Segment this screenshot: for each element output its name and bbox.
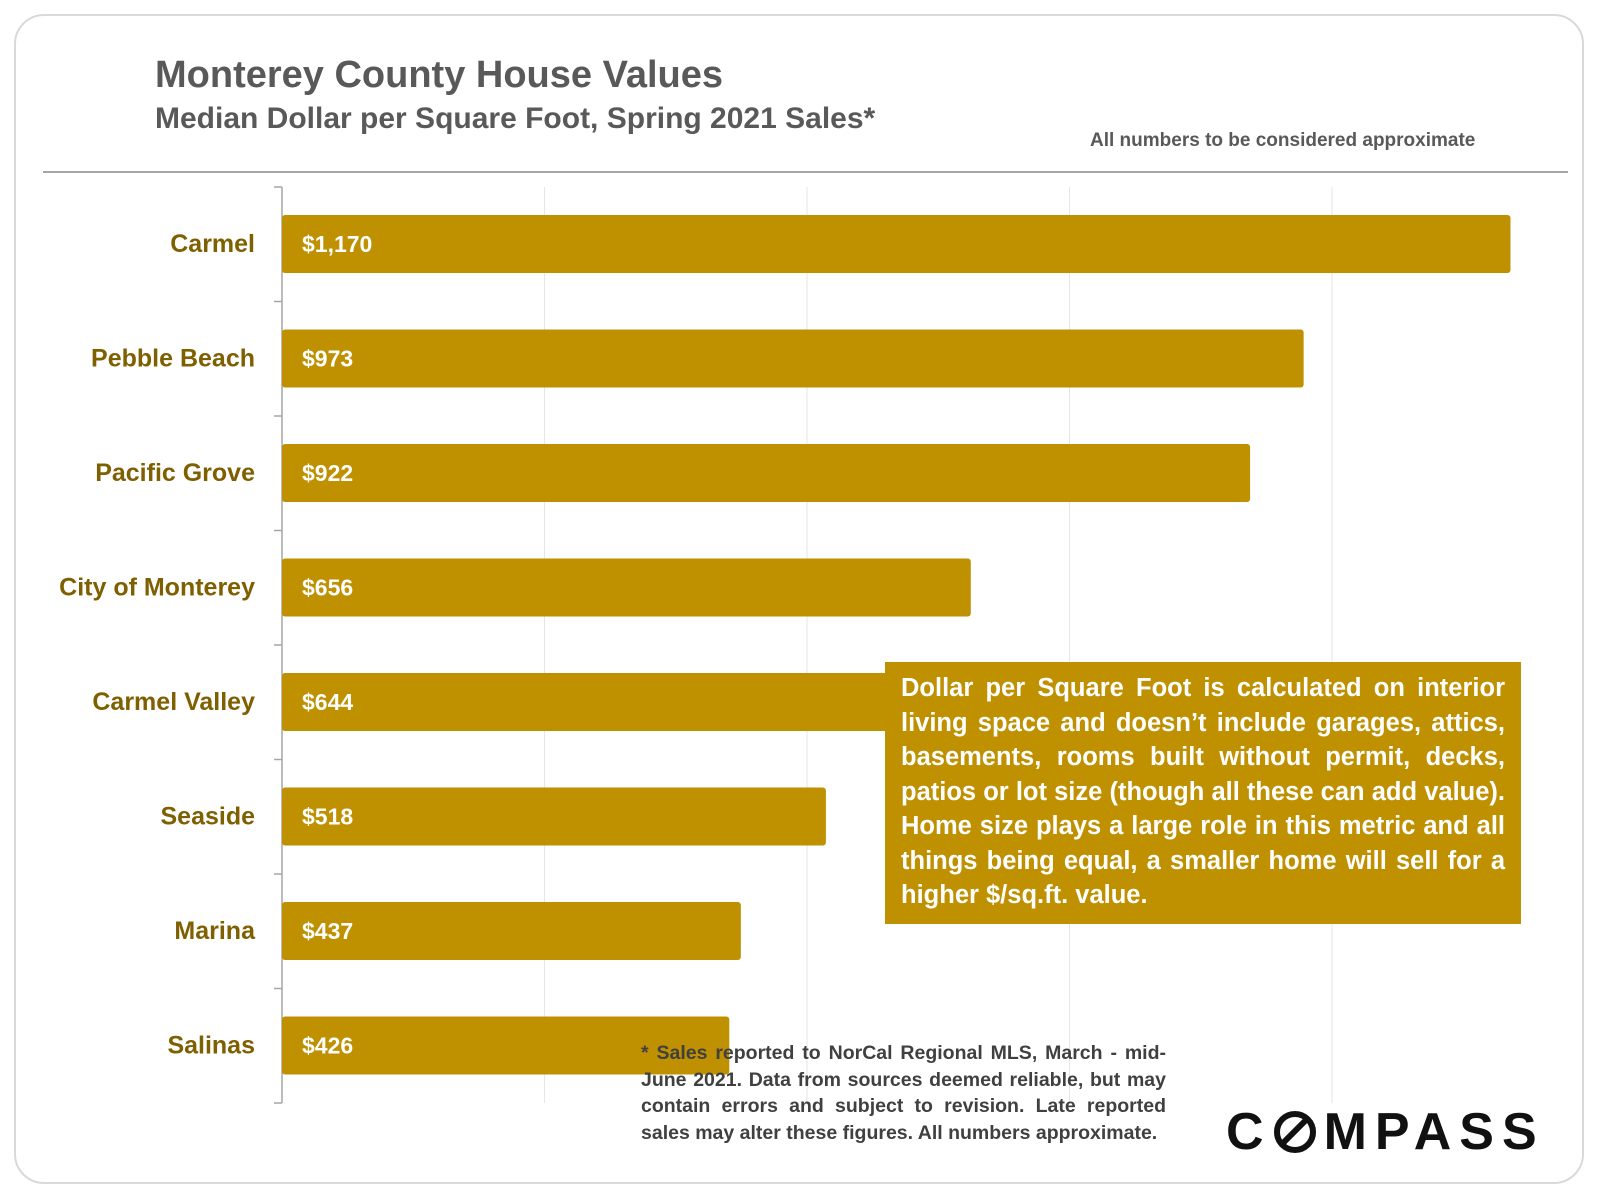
bar [282,558,971,617]
bar [282,1016,730,1075]
bar [282,787,826,846]
bar-value-label: $426 [302,1033,353,1059]
bar [282,902,741,960]
bar [282,673,959,731]
bar-value-label: $644 [302,689,353,715]
bar [282,215,1511,273]
approximate-note: All numbers to be considered approximate [1090,130,1476,151]
category-label: Pacific Grove [95,459,255,487]
bar-value-label: $518 [302,804,353,830]
category-label: Marina [174,917,256,945]
bar-value-label: $973 [302,346,353,372]
category-label: City of Monterey [59,574,255,602]
compass-logo-icon [1273,1111,1316,1153]
bar [282,444,1251,502]
bar-value-label: $437 [302,918,353,944]
category-label: Carmel [170,230,255,258]
category-label: Seaside [160,803,255,831]
compass-logo: C MPASS [1226,1102,1545,1162]
category-label: Salinas [167,1032,255,1060]
footnote: * Sales reported to NorCal Regional MLS,… [641,1042,1166,1144]
bar-value-label: $656 [302,575,353,601]
category-label: Pebble Beach [91,345,255,373]
bar [282,329,1304,388]
page-subtitle: Median Dollar per Square Foot, Spring 20… [155,102,876,135]
header-divider [43,171,1568,173]
page-title: Monterey County House Values [155,54,724,96]
methodology-callout: Dollar per Square Foot is calculated on … [885,662,1521,924]
bar-value-label: $1,170 [302,231,372,257]
logo-text-end: MPASS [1323,1103,1545,1161]
logo-text-start: C [1226,1103,1272,1161]
bar-value-label: $922 [302,460,353,486]
category-label: Carmel Valley [92,688,255,716]
